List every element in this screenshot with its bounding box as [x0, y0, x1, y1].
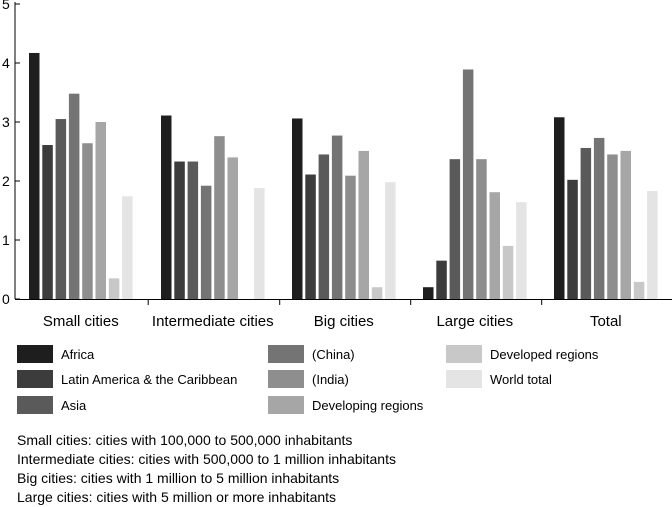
legend: Africa Latin America & the Caribbean Asia (…	[0, 340, 672, 420]
x-category-label: Total	[590, 313, 622, 330]
bar	[345, 175, 356, 299]
bar	[292, 118, 303, 300]
bar	[318, 154, 330, 299]
note-small-cities: Small cities: cities with 100,000 to 500…	[17, 432, 353, 448]
bar	[200, 185, 212, 299]
legend-item: Developing regions	[268, 395, 423, 415]
bar	[68, 93, 80, 300]
bar	[489, 192, 500, 299]
bar	[227, 157, 238, 299]
legend-label: Asia	[61, 397, 87, 413]
legend-label: (China)	[312, 346, 355, 362]
legend-swatch	[268, 396, 304, 414]
legend-item: Latin America & the Caribbean	[17, 369, 237, 389]
bar	[554, 117, 565, 299]
y-tick-label: 2	[2, 173, 10, 189]
bar	[174, 161, 185, 299]
legend-swatch	[17, 396, 53, 414]
y-tick-label: 0	[2, 291, 10, 307]
bar	[436, 260, 447, 299]
bar	[95, 122, 106, 299]
bar	[502, 245, 514, 299]
bar	[620, 150, 631, 299]
bar	[42, 145, 53, 299]
bar	[122, 196, 133, 299]
legend-swatch	[446, 345, 482, 363]
y-tick-label: 3	[2, 114, 10, 130]
bar	[161, 115, 172, 299]
legend-swatch	[446, 370, 482, 388]
note-big-cities: Big cities: cities with 1 million to 5 m…	[17, 470, 340, 486]
legend-label: Africa	[61, 346, 95, 362]
bar	[187, 161, 199, 299]
note-large-cities: Large cities: cities with 5 million or m…	[17, 489, 337, 505]
legend-item: (China)	[268, 344, 355, 364]
bar	[371, 287, 383, 299]
bar	[580, 147, 592, 299]
legend-label: Latin America & the Caribbean	[61, 371, 238, 387]
bar	[29, 52, 40, 299]
bar	[449, 159, 461, 299]
bar	[358, 150, 369, 299]
bar	[476, 159, 487, 299]
bar	[385, 182, 396, 299]
legend-label: Developing regions	[312, 397, 424, 413]
bar	[647, 191, 658, 299]
legend-label: World total	[490, 371, 552, 387]
bar	[82, 143, 93, 299]
bar	[607, 154, 618, 299]
category-definitions: Small cities: cities with 100,000 to 500…	[17, 431, 396, 507]
bar-chart: 0 1 2 3 4 5 Small cities Intermediate cities Big…	[2, 0, 672, 330]
y-tick-label: 5	[2, 0, 10, 12]
legend-item: Asia	[17, 395, 86, 415]
bar	[593, 137, 605, 299]
x-category-label: Small cities	[43, 313, 119, 330]
legend-swatch	[268, 345, 304, 363]
legend-item: Developed regions	[446, 344, 598, 364]
y-tick-label: 4	[2, 55, 10, 71]
bar	[633, 281, 645, 299]
x-category-label: Intermediate cities	[152, 313, 274, 330]
x-category-label: Big cities	[314, 313, 374, 330]
legend-item: (India)	[268, 369, 349, 389]
bar	[108, 278, 120, 299]
bar	[423, 287, 434, 299]
x-category-label: Large cities	[436, 313, 513, 330]
bar	[55, 119, 67, 299]
bar	[331, 135, 343, 299]
y-tick-label: 1	[2, 232, 10, 248]
bar	[567, 179, 578, 299]
legend-item: Africa	[17, 344, 94, 364]
bar	[516, 202, 527, 299]
legend-item: World total	[446, 369, 552, 389]
note-intermediate-cities: Intermediate cities: cities with 500,000…	[17, 451, 396, 467]
legend-label: (India)	[312, 371, 349, 387]
legend-swatch	[17, 370, 53, 388]
bar	[214, 136, 225, 299]
bar	[254, 188, 265, 299]
legend-label: Developed regions	[490, 346, 599, 362]
legend-swatch	[268, 370, 304, 388]
bar	[462, 69, 474, 300]
legend-swatch	[17, 345, 53, 363]
bar	[305, 174, 316, 299]
